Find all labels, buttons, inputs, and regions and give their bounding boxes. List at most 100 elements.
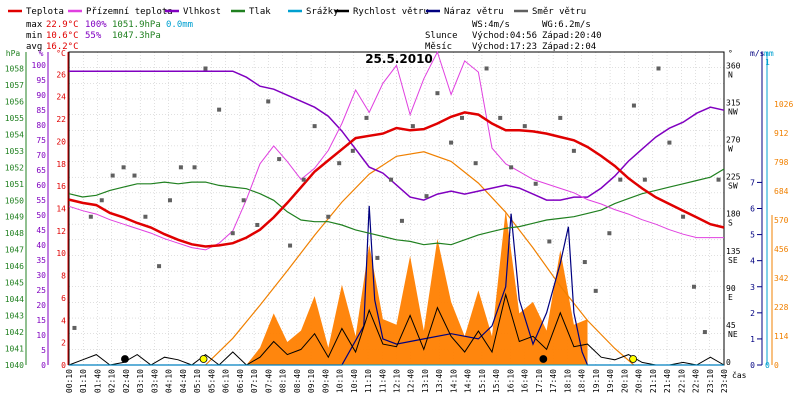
radiation-tick: 684: [774, 187, 789, 196]
humidity-tick: 90: [36, 91, 46, 100]
x-axis-label: čas: [732, 370, 747, 380]
legend-label-7: Směr větru: [532, 7, 586, 17]
min-humidity: 55%: [85, 31, 102, 41]
humidity-tick: 55: [36, 196, 46, 205]
wind-direction-point: [255, 222, 260, 227]
wind-direction-point: [88, 214, 93, 219]
wind-direction-point: [498, 115, 503, 120]
wind-direction-point: [449, 140, 454, 145]
wind-direction-point: [312, 124, 317, 129]
wind-direction-point: [631, 103, 636, 108]
x-tick: 20:40: [635, 369, 644, 393]
humidity-tick: 60: [36, 181, 46, 190]
wind-direction-point: [301, 177, 306, 182]
wind-unit: m/s: [750, 49, 765, 58]
x-tick: 14:40: [464, 369, 473, 393]
pressure-tick: 1053: [5, 147, 24, 156]
min-pressure: 1047.3hPa: [112, 31, 161, 41]
humidity-tick: 40: [36, 241, 46, 250]
legend-label-4: Srážky: [306, 7, 339, 17]
radiation-tick: 228: [774, 303, 789, 312]
wind-direction-point: [681, 214, 686, 219]
wind-direction-point: [460, 115, 464, 120]
avg-temp: 16.2°C: [46, 42, 79, 52]
wind-direction-point: [143, 214, 148, 219]
x-tick: 04:10: [165, 369, 174, 393]
x-tick: 23:40: [720, 369, 729, 393]
humidity-tick: 10: [36, 331, 46, 340]
x-tick: 23:10: [706, 369, 715, 393]
max-label: max: [26, 20, 43, 30]
x-tick: 09:40: [321, 369, 330, 393]
legend-label-5: Rychlost větru: [353, 7, 429, 17]
direction-tick: 225: [726, 173, 741, 182]
temperature-tick: 22: [56, 115, 66, 124]
humidity-tick: 100: [32, 61, 47, 70]
wind-direction-point: [110, 173, 115, 178]
pressure-tick: 1043: [5, 312, 24, 321]
wind-direction-point: [558, 115, 563, 120]
wind-tick: 2: [750, 309, 755, 318]
direction-tick: 180: [726, 210, 741, 219]
humidity-tick: 25: [36, 286, 46, 295]
wind-direction-point: [642, 177, 647, 182]
x-tick: 03:10: [136, 369, 145, 393]
wind-tick: 7: [750, 178, 755, 187]
markers-layer: [121, 355, 638, 363]
x-tick: 09:10: [307, 369, 316, 393]
wind-direction-point: [266, 99, 271, 104]
wind-direction-point: [192, 165, 197, 170]
humidity-tick: 0: [41, 361, 46, 370]
direction-name: SE: [728, 256, 738, 265]
x-tick: 08:10: [279, 369, 288, 393]
avg-label: avg: [26, 42, 42, 52]
series-wind-speed: [68, 292, 725, 366]
humidity-tick: 5: [41, 346, 46, 355]
direction-tick: 135: [726, 247, 741, 256]
x-tick: 20:10: [620, 369, 629, 393]
x-tick: 16:40: [521, 369, 530, 393]
moon-rise-marker: [539, 355, 548, 363]
humidity-tick: 80: [36, 121, 46, 130]
rain-unit: mm: [764, 49, 774, 58]
x-tick: 05:10: [193, 369, 202, 393]
legend-label-1: Přízemní teplota: [86, 7, 173, 17]
chart-date: 25.5.2010: [365, 52, 433, 66]
radiation-tick: 912: [774, 129, 789, 138]
radiation-tick: 570: [774, 216, 789, 225]
moonset-time: Západ:2:04: [542, 42, 596, 52]
wind-direction-point: [121, 165, 126, 170]
x-tick: 13:10: [421, 369, 430, 393]
wind-direction-point: [288, 243, 293, 248]
wind-direction-point: [337, 161, 342, 166]
legend-label-6: Náraz větru: [444, 7, 504, 17]
legend: Teplota Přízemní teplota Vlhkost Tlak Srážky…: [8, 7, 586, 17]
x-tick: 12:40: [407, 369, 416, 393]
max-rain: 0.0mm: [166, 20, 193, 30]
series-humidity: [69, 70, 725, 201]
direction-name: S: [728, 219, 733, 228]
wind-tick: 6: [750, 205, 755, 214]
direction-tick: 45: [726, 321, 736, 330]
sun-moon-wind-info: WS:4m/s WG:6.2m/s Slunce Východ:04:56 Zá…: [425, 20, 602, 52]
humidity-tick: 65: [36, 166, 46, 175]
x-tick: 14:10: [449, 369, 458, 393]
pressure-unit: hPa: [6, 49, 21, 58]
direction-tick: 0: [726, 358, 731, 367]
pressure-tick: 1052: [5, 163, 24, 172]
wind-direction-point: [178, 165, 183, 170]
temperature-tick: 26: [56, 70, 66, 79]
moon-label: Měsíc: [425, 42, 452, 52]
wind-direction-point: [217, 107, 222, 112]
wind-direction-point: [691, 284, 696, 289]
wind-direction-point: [702, 330, 707, 335]
x-tick: 18:10: [563, 369, 572, 393]
wind-direction-point: [593, 288, 598, 293]
stats-block: max 22.9°C 100% 1051.9hPa 0.0mm min 10.6…: [26, 20, 193, 52]
x-tick: 17:40: [549, 369, 558, 393]
x-tick: 12:10: [393, 369, 402, 393]
wind-direction-point: [389, 177, 394, 182]
sunrise-time: Východ:04:56: [472, 31, 537, 41]
pressure-tick: 1058: [5, 64, 24, 73]
